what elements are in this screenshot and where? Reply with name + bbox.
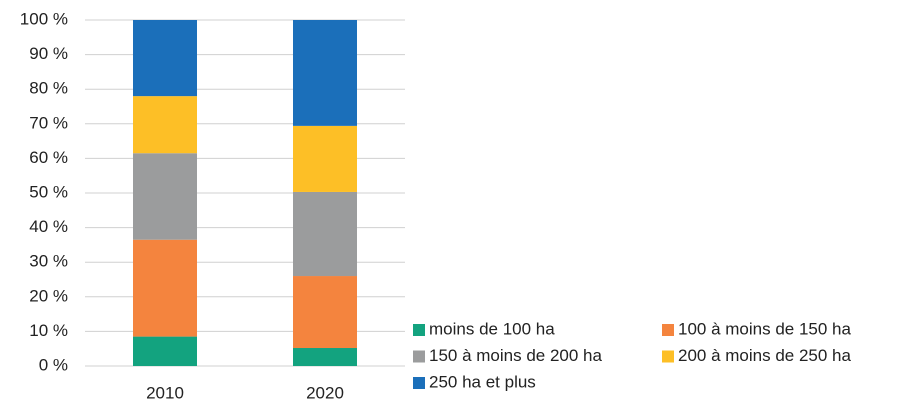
bar-segment xyxy=(133,336,197,366)
legend-label: 100 à moins de 150 ha xyxy=(678,319,852,338)
y-tick-label: 70 % xyxy=(29,113,68,132)
bar-segment xyxy=(293,348,357,366)
bar-segment xyxy=(133,239,197,337)
bar-segment xyxy=(293,125,357,192)
y-tick-label: 50 % xyxy=(29,182,68,201)
legend-swatch xyxy=(413,350,425,363)
y-tick-label: 90 % xyxy=(29,44,68,63)
y-tick-label: 40 % xyxy=(29,217,68,236)
y-tick-label: 60 % xyxy=(29,148,68,167)
legend-label: 250 ha et plus xyxy=(429,372,536,391)
y-tick-label: 0 % xyxy=(39,355,68,374)
y-tick-label: 30 % xyxy=(29,252,68,271)
legend-swatch xyxy=(662,324,674,336)
y-tick-label: 10 % xyxy=(29,321,68,340)
bar-segment xyxy=(133,96,197,154)
legend-swatch xyxy=(413,324,425,336)
legend-label: 150 à moins de 200 ha xyxy=(429,346,603,365)
bar-segment xyxy=(133,20,197,97)
legend-label: 200 à moins de 250 ha xyxy=(678,346,852,365)
x-tick-label: 2010 xyxy=(146,383,184,400)
legend-swatch xyxy=(413,377,425,389)
bar-segment xyxy=(293,191,357,277)
bar-segment xyxy=(133,153,197,240)
legend-label: moins de 100 ha xyxy=(429,319,555,338)
y-tick-label: 20 % xyxy=(29,286,68,305)
bar-segment xyxy=(293,276,357,349)
bar-segment xyxy=(293,20,357,126)
y-tick-label: 80 % xyxy=(29,79,68,98)
y-tick-label: 100 % xyxy=(20,9,68,28)
legend-swatch xyxy=(662,350,674,363)
x-tick-label: 2020 xyxy=(306,383,344,400)
